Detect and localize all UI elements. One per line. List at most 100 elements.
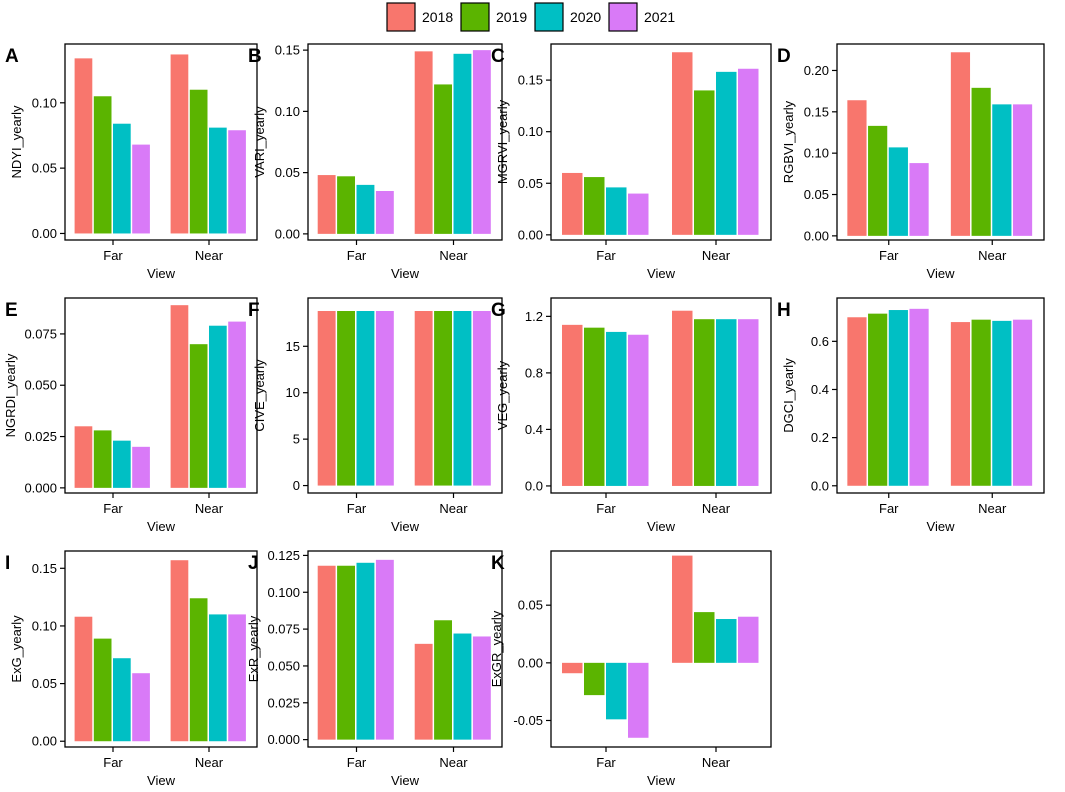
- y-tick-label: 0.10: [804, 146, 829, 161]
- bar-near-2021: [1012, 104, 1033, 236]
- y-tick-label: 5: [293, 432, 300, 447]
- plot-frame: [64, 297, 258, 494]
- bar-near-2019: [189, 598, 208, 742]
- bar-near-2018: [170, 560, 189, 742]
- bar-far-2021: [375, 191, 394, 234]
- x-tick-label: Far: [596, 755, 616, 770]
- bar-far-2021: [375, 311, 394, 486]
- panel-letter: K: [491, 553, 505, 574]
- bar-far-2020: [606, 187, 627, 235]
- y-tick-label: 0.00: [804, 228, 829, 243]
- y-tick-label: 0.000: [267, 732, 300, 747]
- x-tick-label: Near: [439, 248, 468, 263]
- panel-letter: F: [248, 300, 260, 321]
- bar-far-2021: [132, 446, 150, 488]
- y-tick-label: 0.00: [518, 655, 543, 670]
- panel-letter: E: [5, 300, 18, 321]
- bar-far-2018: [562, 172, 583, 235]
- bar-far-2020: [113, 123, 131, 234]
- x-tick-label: Far: [347, 501, 367, 516]
- x-tick-label: Near: [439, 755, 468, 770]
- bar-far-2020: [113, 440, 131, 488]
- bar-far-2019: [868, 125, 888, 236]
- bar-near-2019: [971, 87, 991, 236]
- x-tick-label: Near: [195, 755, 224, 770]
- panel-A: Far Near 0.00 0.05 0.10 View NDYI_yearly A: [5, 43, 258, 281]
- bar-far-2019: [337, 176, 355, 234]
- y-tick-label: 0.075: [24, 326, 57, 341]
- y-tick-label: 0.20: [804, 63, 829, 78]
- y-tick-label: 0.000: [24, 480, 57, 495]
- bar-far-2018: [562, 662, 583, 674]
- y-tick-label: 0.05: [518, 176, 543, 191]
- y-tick-label: 0.05: [518, 598, 543, 613]
- x-tick-label: Near: [702, 501, 731, 516]
- y-tick-label: 0.4: [811, 382, 829, 397]
- y-axis-label: NGRDI_yearly: [3, 353, 18, 437]
- bar-near-2018: [950, 322, 971, 486]
- bar-near-2021: [228, 614, 246, 742]
- bar-near-2020: [716, 319, 737, 486]
- y-tick-label: 0.050: [267, 658, 300, 673]
- y-tick-label: 0.10: [518, 124, 543, 139]
- bar-near-2019: [694, 319, 715, 486]
- y-tick-label: -0.05: [513, 713, 543, 728]
- bar-near-2021: [472, 636, 491, 740]
- y-tick-label: 0.0: [525, 478, 543, 493]
- y-tick-label: 0.05: [275, 165, 300, 180]
- bar-far-2020: [356, 562, 375, 740]
- panel-letter: H: [777, 300, 791, 321]
- bar-near-2018: [170, 54, 189, 234]
- bar-far-2019: [584, 327, 605, 486]
- bar-near-2020: [716, 619, 737, 663]
- x-tick-label: Near: [702, 755, 731, 770]
- bar-near-2018: [672, 52, 693, 235]
- x-tick-label: Near: [195, 248, 224, 263]
- x-axis-label: View: [391, 773, 420, 788]
- bar-far-2019: [93, 96, 112, 234]
- bar-far-2020: [606, 662, 627, 720]
- y-axis-label: DGCI_yearly: [781, 358, 796, 433]
- legend-swatch-2019: [460, 2, 490, 32]
- y-tick-label: 0.10: [275, 104, 300, 119]
- panel-letter: J: [248, 553, 259, 574]
- bar-near-2021: [738, 616, 759, 663]
- y-tick-label: 0.15: [518, 73, 543, 88]
- bar-near-2018: [672, 310, 693, 486]
- y-tick-label: 0.00: [275, 226, 300, 241]
- y-tick-label: 0.10: [32, 95, 57, 110]
- bar-near-2020: [453, 633, 472, 740]
- x-axis-label: View: [927, 266, 956, 281]
- y-axis-label: ExR_yearly: [246, 615, 261, 682]
- legend-swatch-2021: [608, 2, 638, 32]
- bar-far-2018: [317, 311, 336, 486]
- bar-far-2018: [847, 317, 867, 486]
- x-tick-label: Far: [103, 755, 123, 770]
- x-axis-label: View: [391, 519, 420, 534]
- bar-near-2021: [472, 50, 491, 234]
- bar-far-2019: [93, 430, 112, 488]
- panel-letter: D: [777, 46, 791, 67]
- y-axis-label: ExG_yearly: [9, 615, 24, 683]
- legend-swatch-2020: [534, 2, 564, 32]
- y-tick-label: 0.025: [24, 429, 57, 444]
- bar-far-2020: [356, 311, 375, 486]
- bar-far-2020: [113, 658, 131, 742]
- plot-frame: [550, 297, 772, 494]
- x-tick-label: Near: [978, 501, 1007, 516]
- bar-near-2019: [434, 620, 452, 740]
- bar-near-2021: [472, 311, 491, 486]
- panel-G: Far Near 0.0 0.4 0.8 1.2 View VEG_yearly G: [491, 297, 772, 534]
- y-tick-label: 0.025: [267, 695, 300, 710]
- y-tick-label: 0.6: [811, 334, 829, 349]
- panel-H: Far Near 0.0 0.2 0.4 0.6 View DGCI_yearly H: [777, 297, 1045, 534]
- legend-swatch-2018: [386, 2, 416, 32]
- y-tick-label: 0.125: [267, 548, 300, 563]
- x-tick-label: Far: [103, 501, 123, 516]
- bar-near-2019: [694, 90, 715, 235]
- bar-near-2018: [672, 555, 693, 663]
- y-tick-label: 0.05: [32, 161, 57, 176]
- x-axis-label: View: [647, 519, 676, 534]
- bar-near-2021: [1012, 319, 1033, 486]
- bar-near-2021: [738, 319, 759, 486]
